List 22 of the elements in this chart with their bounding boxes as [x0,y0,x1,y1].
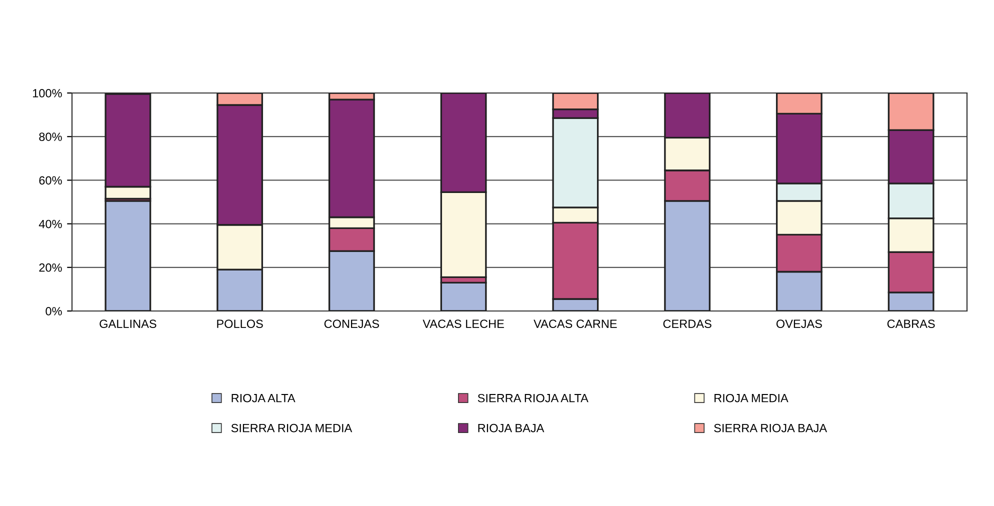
legend-label: RIOJA ALTA [232,394,296,402]
x-tick-label: POLLOS [217,320,263,328]
legend-label: SIERRA RIOJA BAJA [714,424,828,432]
x-tick-label: VACAS CARNE [534,320,617,328]
x-tick-label: OVEJAS [776,320,822,328]
y-tick-label: 40% [38,220,62,228]
x-tick-label: VACAS LECHE [422,320,504,328]
y-tick-label: 60% [39,176,62,185]
y-tick-label: 20% [39,263,62,272]
bar [104,200,152,311]
bar [440,282,487,311]
x-tick-label: CERDAS [663,320,712,328]
legend-label: RIOJA BAJA [478,424,544,432]
legend-label: SIERRA RIOJA ALTA [478,394,588,402]
y-tick-label: 0% [46,307,62,316]
x-tick-label: CONEJAS [324,320,380,328]
y-tick-label: 100% [32,89,62,98]
x-tick-label: GALLINAS [100,320,156,328]
x-tick-label: CABRAS [887,320,935,328]
legend-label: RIOJA MEDIA [714,394,788,402]
y-tick-label: 80% [39,132,62,141]
legend-label: SIERRA RIOJA MEDIA [231,424,352,432]
